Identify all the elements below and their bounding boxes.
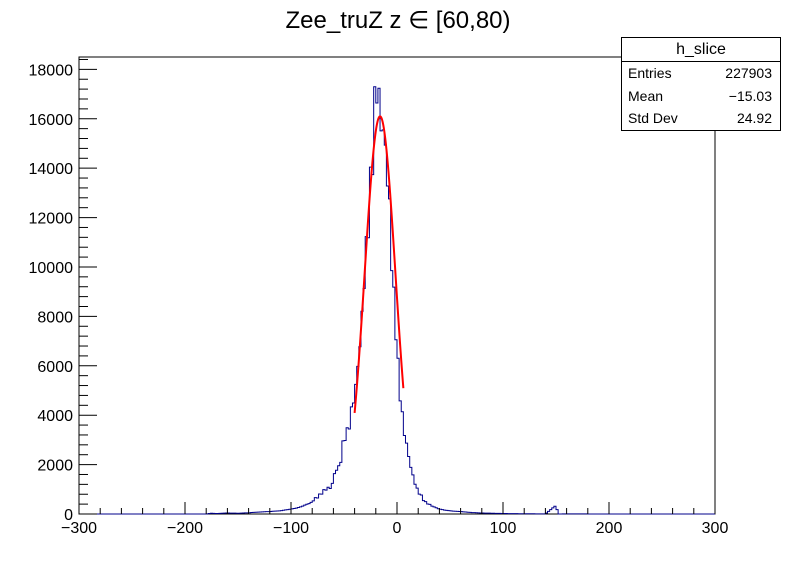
stats-row-entries: Entries 227903 [622, 62, 780, 85]
y-tick-label: 16000 [29, 112, 74, 129]
x-tick-label: 0 [393, 520, 402, 537]
stats-label: Mean [628, 87, 664, 104]
chart-title: Zee_truZ z ∈ [60,80) [285, 7, 511, 34]
y-tick-label: 8000 [37, 309, 73, 326]
histogram-line [79, 86, 715, 515]
stats-row-mean: Mean −15.03 [622, 85, 780, 108]
y-tick-label: 0 [64, 507, 73, 524]
stats-box-title: h_slice [622, 38, 780, 62]
x-tick-label: 100 [490, 520, 517, 537]
axis-ticks: −300 −200 −100 0 100 200 300 0 2000 4000 6000 8000 1… [29, 58, 729, 537]
stats-row-stddev: Std Dev 24.92 [622, 107, 780, 130]
y-tick-label: 18000 [29, 62, 74, 79]
stats-value: 24.92 [736, 110, 772, 126]
stats-label: Entries [628, 65, 672, 81]
stats-value: 227903 [725, 65, 772, 81]
x-tick-label: 200 [596, 520, 623, 537]
y-tick-label: 2000 [37, 458, 73, 475]
gaussian-fit-series [353, 115, 405, 414]
x-tick-label: −200 [167, 520, 203, 537]
y-tick-label: 12000 [29, 211, 74, 228]
y-tick-label: 14000 [29, 161, 74, 178]
histogram-series [79, 86, 715, 515]
fit-curve [353, 115, 405, 414]
x-tick-label: −300 [61, 520, 97, 537]
stats-value: −15.03 [728, 87, 772, 104]
x-tick-label: 300 [702, 520, 729, 537]
x-tick-label: −100 [273, 520, 309, 537]
y-tick-label: 10000 [29, 260, 74, 277]
stats-box: h_slice Entries 227903 Mean −15.03 Std D… [621, 37, 781, 131]
y-tick-label: 4000 [37, 408, 73, 425]
stats-label: Std Dev [628, 110, 678, 126]
y-tick-label: 6000 [37, 359, 73, 376]
